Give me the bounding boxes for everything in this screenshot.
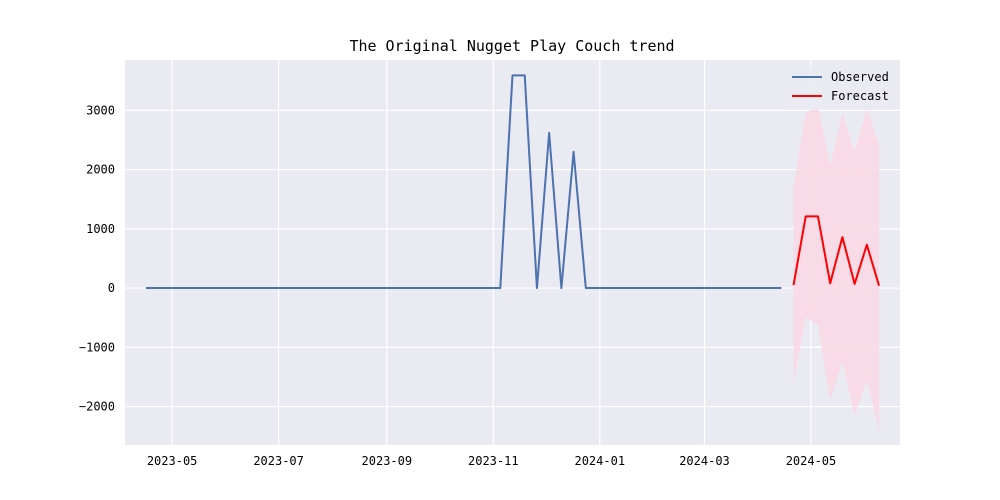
chart-title: The Original Nugget Play Couch trend xyxy=(349,37,674,55)
legend-forecast-label: Forecast xyxy=(831,89,889,103)
x-tick-label: 2024-01 xyxy=(574,454,625,468)
forecast-interval-band xyxy=(793,105,880,431)
legend-box xyxy=(785,66,893,110)
x-tick-label: 2023-09 xyxy=(362,454,413,468)
legend-observed-label: Observed xyxy=(831,70,889,84)
plot-background xyxy=(125,60,900,445)
x-tick-label: 2023-07 xyxy=(253,454,304,468)
series-lines xyxy=(145,74,881,290)
legend: Observed Forecast xyxy=(785,66,893,110)
observed-line xyxy=(145,74,782,290)
x-tick-label: 2024-03 xyxy=(679,454,730,468)
y-tick-label: 0 xyxy=(108,281,115,295)
x-axis-ticks: 2023-05 2023-07 2023-09 2023-11 2024-01 2024-… xyxy=(147,454,836,468)
x-tick-label: 2023-05 xyxy=(147,454,198,468)
y-tick-label: 2000 xyxy=(86,163,115,177)
y-tick-label: 3000 xyxy=(86,103,115,117)
forecast-line xyxy=(792,215,881,286)
y-tick-label: −1000 xyxy=(79,340,115,354)
y-axis-ticks: 3000 2000 1000 0 −1000 −2000 xyxy=(79,103,115,413)
y-tick-label: 1000 xyxy=(86,222,115,236)
forecast-interval xyxy=(793,105,880,431)
x-tick-label: 2023-11 xyxy=(468,454,519,468)
x-tick-label: 2024-05 xyxy=(786,454,837,468)
y-tick-label: −2000 xyxy=(79,400,115,414)
